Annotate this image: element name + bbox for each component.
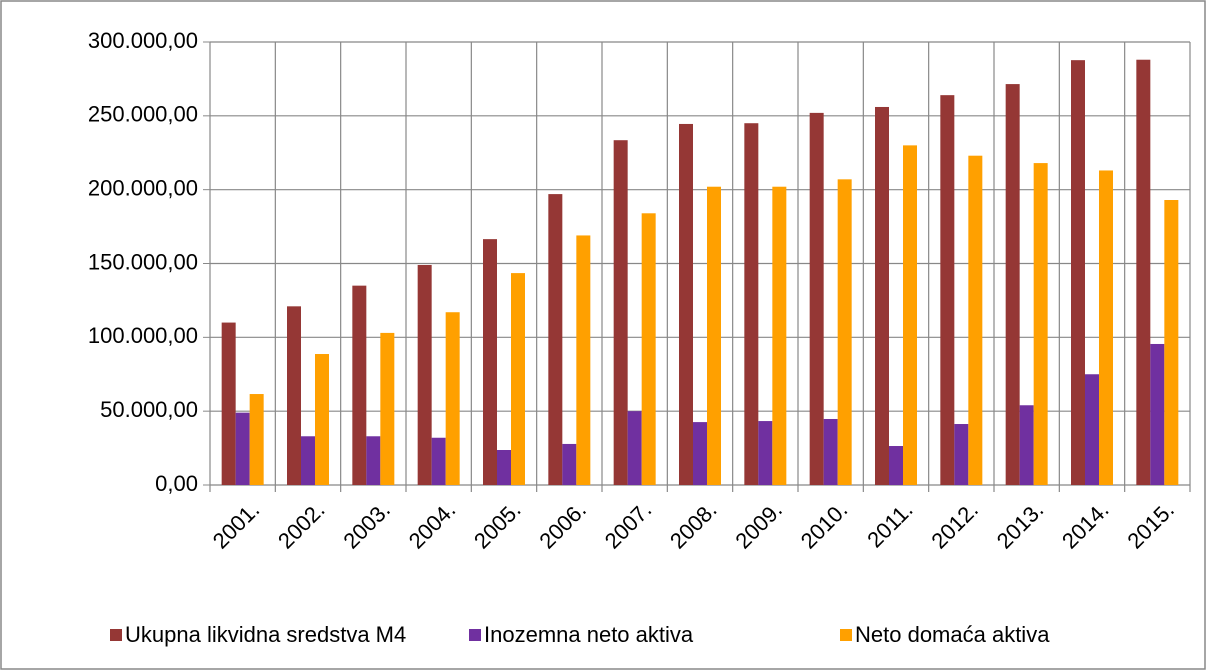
bar — [954, 424, 969, 485]
bar — [758, 421, 773, 485]
bar — [968, 155, 983, 485]
bar — [1085, 374, 1099, 485]
bar — [903, 145, 917, 485]
bar — [809, 112, 824, 485]
bar — [679, 123, 693, 485]
legend-label: Ukupna likvidna sredstva M4 — [125, 622, 406, 647]
bar — [287, 306, 301, 485]
bar — [511, 273, 525, 485]
y-tick-label: 100.000,00 — [88, 323, 198, 348]
bar — [483, 239, 497, 485]
bar — [301, 436, 315, 485]
bar — [352, 285, 367, 485]
bar — [562, 443, 577, 485]
bar — [693, 422, 707, 485]
bar — [1071, 60, 1085, 486]
bar — [380, 332, 395, 485]
legend-label: Inozemna neto aktiva — [484, 622, 694, 647]
bar — [744, 123, 759, 485]
bar — [366, 436, 381, 485]
bar — [315, 354, 329, 485]
bar — [1019, 405, 1034, 485]
bar — [576, 235, 591, 485]
bar — [1136, 59, 1151, 485]
bar — [497, 450, 511, 485]
bar — [417, 264, 432, 485]
y-tick-label: 300.000,00 — [88, 28, 198, 53]
bar — [431, 437, 446, 485]
bar — [445, 312, 460, 485]
bar — [221, 322, 236, 485]
bar — [1150, 343, 1165, 485]
bar — [772, 186, 787, 486]
bar — [1164, 200, 1179, 485]
bar — [823, 418, 838, 485]
bar — [641, 213, 656, 485]
legend-swatch — [840, 629, 852, 641]
bar — [940, 95, 955, 485]
y-tick-label: 0,00 — [155, 471, 198, 496]
bar — [249, 394, 264, 485]
y-tick-label: 150.000,00 — [88, 249, 198, 274]
y-tick-label: 250.000,00 — [88, 102, 198, 127]
bar — [707, 186, 721, 486]
legend-swatch — [110, 629, 122, 641]
bar — [1099, 170, 1113, 485]
bar — [548, 194, 563, 485]
bar — [1033, 163, 1048, 485]
bar — [613, 140, 628, 485]
legend-swatch — [469, 629, 481, 641]
bar — [875, 106, 889, 486]
bar — [1005, 84, 1020, 486]
bar — [837, 179, 852, 485]
y-tick-label: 50.000,00 — [100, 397, 198, 422]
bar — [235, 412, 250, 485]
y-tick-label: 200.000,00 — [88, 175, 198, 200]
legend-label: Neto domaća aktiva — [855, 622, 1050, 647]
bar — [627, 411, 642, 485]
bar — [889, 446, 903, 485]
